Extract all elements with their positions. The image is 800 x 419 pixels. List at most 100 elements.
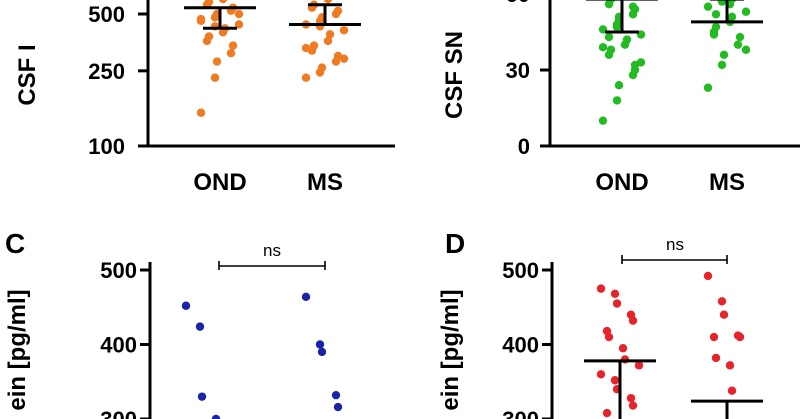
panel-d-data-point bbox=[612, 299, 622, 308]
panel-a-data-point bbox=[234, 9, 244, 19]
panel-a-data-point bbox=[204, 0, 214, 7]
panel-a-data-point bbox=[323, 36, 333, 46]
panel-d-data-point bbox=[604, 332, 614, 342]
panel-b-data-point bbox=[741, 45, 751, 54]
panel-a-data-point bbox=[309, 41, 319, 50]
panel-b-data-point bbox=[630, 65, 640, 75]
panel-d-ytick-label: 300 bbox=[502, 407, 539, 419]
panel-c-letter: C bbox=[5, 228, 25, 259]
panel-d-data-point bbox=[610, 376, 620, 385]
panel-c-data-point bbox=[211, 414, 221, 419]
panel-a-data-point bbox=[301, 73, 311, 82]
panel-d-significance-bracket bbox=[621, 255, 728, 264]
panel-c-ylabel: ein [pg/ml] bbox=[4, 289, 31, 410]
panel-d: D ein [pg/ml] ns 300 400 500 bbox=[437, 228, 763, 419]
panel-a-data-point bbox=[222, 0, 228, 1]
panel-b-data-point bbox=[711, 10, 721, 19]
panel-a-data-point bbox=[196, 14, 206, 24]
panel-d-data-point bbox=[735, 332, 745, 342]
panel-c-data-point bbox=[331, 390, 341, 400]
panel-b-data-point bbox=[717, 0, 727, 6]
panel-b-ytick-label: 30 bbox=[506, 58, 530, 83]
panel-c-ytick-label: 400 bbox=[100, 333, 137, 358]
panel-c-ytick-label: 300 bbox=[100, 407, 137, 419]
panel-b-category-ms: MS bbox=[709, 169, 745, 196]
panel-b-ytick-label: 60 bbox=[506, 0, 530, 7]
panel-d-data-point bbox=[711, 353, 721, 363]
panel-a-data-point bbox=[234, 20, 244, 29]
panel-c-ytick-label: 500 bbox=[100, 258, 137, 283]
panel-d-data-point bbox=[703, 271, 713, 281]
panel-a-ytick-label: 250 bbox=[88, 59, 125, 84]
panel-d-ytick-label: 400 bbox=[502, 333, 539, 358]
panel-c-data-point bbox=[301, 292, 311, 302]
panel-d-data-point bbox=[596, 370, 606, 379]
panel-b: CSF SN OND MS 0 30 60 bbox=[441, 0, 800, 196]
panel-b-data-point bbox=[703, 83, 713, 92]
panel-c-significance-bracket bbox=[218, 261, 326, 270]
panel-d-data-point bbox=[602, 408, 612, 418]
panel-d-letter: D bbox=[445, 228, 465, 259]
panel-b-data-point bbox=[719, 50, 729, 59]
panel-c-data-point bbox=[317, 347, 327, 357]
panel-a-data-point bbox=[212, 57, 222, 66]
panel-b-ytick-label: 0 bbox=[518, 134, 530, 159]
panel-d-ytick-label: 500 bbox=[502, 258, 539, 283]
panel-d-data-point bbox=[727, 386, 737, 395]
panel-d-data-point bbox=[719, 310, 729, 319]
panel-a-ytick-label: 500 bbox=[88, 2, 125, 27]
panel-a-data-point bbox=[327, 0, 333, 1]
panel-d-data-point bbox=[628, 316, 638, 325]
panel-a-data-point bbox=[325, 30, 335, 39]
panel-b-data-point bbox=[727, 12, 737, 21]
panel-a-data-point bbox=[196, 108, 206, 117]
panel-a-data-point bbox=[218, 0, 228, 4]
panel-a: CSF I OND MS 100 250 500 bbox=[14, 0, 395, 196]
panel-c-data-point bbox=[195, 322, 205, 331]
panel-b-data-point bbox=[628, 2, 638, 11]
panel-c-data-point bbox=[315, 340, 325, 349]
panel-b-data-point bbox=[606, 0, 616, 4]
panel-d-significance-label: ns bbox=[666, 235, 684, 254]
panel-b-ylabel: CSF SN bbox=[441, 31, 468, 119]
panel-b-data-point bbox=[735, 32, 745, 42]
panel-a-data-point bbox=[228, 41, 238, 50]
panel-b-data-point bbox=[709, 30, 719, 39]
panel-a-data-point bbox=[204, 32, 214, 41]
panel-c: C ein [pg/ml] ns 300 400 500 bbox=[4, 228, 343, 419]
panel-a-ytick-label: 100 bbox=[88, 134, 125, 159]
panel-c-significance-label: ns bbox=[263, 241, 281, 260]
panel-b-data-point bbox=[598, 43, 608, 52]
panel-c-data-point bbox=[197, 392, 207, 401]
panel-a-data-point bbox=[333, 6, 343, 15]
panel-d-data-point bbox=[628, 401, 638, 410]
panel-b-data-point bbox=[727, 0, 737, 4]
panel-a-data-point bbox=[339, 26, 349, 35]
panel-d-data-point bbox=[610, 289, 620, 299]
panel-a-data-point bbox=[317, 63, 327, 72]
panel-b-data-point bbox=[614, 81, 624, 90]
panel-b-data-point bbox=[636, 58, 646, 67]
panel-a-category-ond: OND bbox=[193, 169, 246, 196]
panel-d-data-point bbox=[709, 332, 719, 342]
panel-b-data-point bbox=[703, 2, 713, 11]
panel-b-data-point bbox=[717, 60, 727, 70]
panel-b-data-point bbox=[622, 35, 632, 44]
panel-a-data-point bbox=[339, 54, 349, 63]
panel-a-category-ms: MS bbox=[307, 169, 343, 196]
panel-d-data-point bbox=[618, 344, 628, 353]
panel-d-data-point bbox=[634, 361, 644, 370]
panel-a-data-point bbox=[323, 0, 333, 4]
panel-a-data-point bbox=[210, 73, 220, 82]
panel-d-data-point bbox=[626, 393, 636, 403]
panel-c-data-point bbox=[333, 402, 343, 412]
panel-b-data-point bbox=[604, 32, 614, 42]
panel-b-category-ond: OND bbox=[595, 169, 648, 196]
panel-d-data-point bbox=[725, 361, 735, 370]
panel-a-data-point bbox=[226, 49, 236, 58]
panel-c-data-point bbox=[181, 301, 191, 310]
panel-b-data-point bbox=[741, 7, 751, 16]
panel-b-data-point bbox=[612, 22, 622, 32]
panel-b-data-point bbox=[733, 40, 743, 49]
